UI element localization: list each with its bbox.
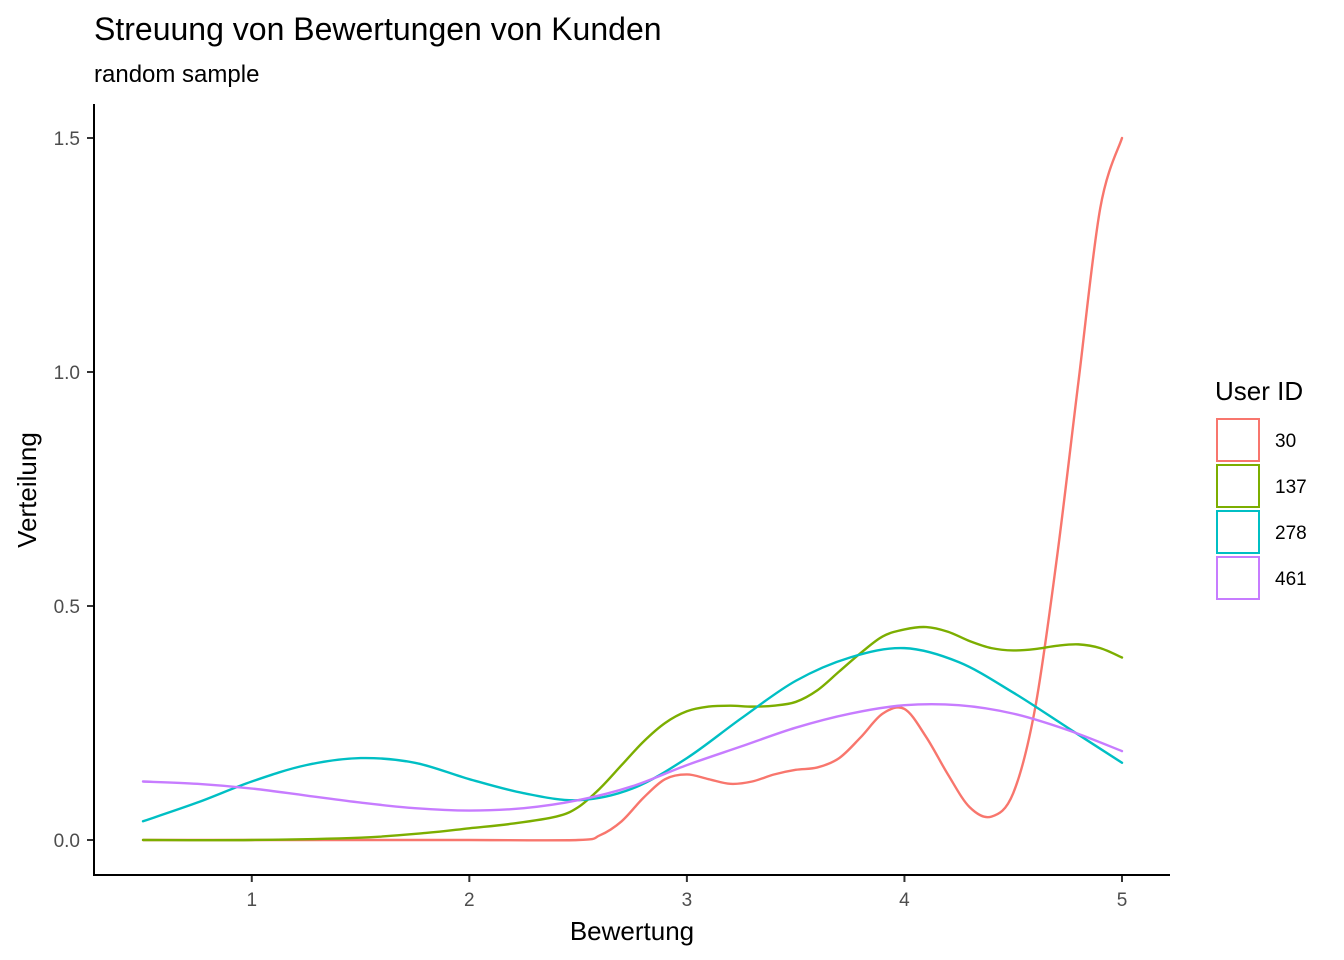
x-tick-label: 5 [1117, 890, 1128, 911]
y-tick-label: 1.0 [54, 363, 80, 384]
y-axis-title: Verteilung [12, 432, 42, 548]
legend-label-461: 461 [1275, 569, 1307, 590]
legend-title: User ID [1215, 376, 1303, 406]
x-tick-label: 1 [246, 890, 257, 911]
series-line-278 [141, 646, 1124, 823]
series-line-461 [141, 702, 1124, 812]
x-tick-label: 4 [899, 890, 910, 911]
legend-key-137 [1216, 464, 1260, 508]
y-tick-label: 1.5 [54, 129, 80, 150]
series-line-137 [141, 625, 1124, 842]
x-tick-label: 3 [682, 890, 693, 911]
y-ticks: 0.0 0.5 1.0 1.5 [54, 129, 93, 852]
legend: 30 137 278 461 [1216, 418, 1307, 600]
chart-subtitle: random sample [94, 61, 259, 88]
x-axis-title: Bewertung [570, 916, 694, 946]
legend-key-461 [1216, 556, 1260, 600]
x-tick-label: 2 [464, 890, 475, 911]
x-ticks: 1 2 3 4 5 [246, 876, 1127, 911]
chart-title: Streuung von Bewertungen von Kunden [94, 11, 662, 47]
y-tick-label: 0.5 [54, 597, 80, 618]
legend-label-30: 30 [1275, 431, 1296, 452]
legend-key-30 [1216, 418, 1260, 462]
series-line-30 [141, 136, 1124, 842]
plot-series [141, 136, 1124, 842]
y-tick-label: 0.0 [54, 831, 80, 852]
legend-key-278 [1216, 510, 1260, 554]
legend-label-278: 278 [1275, 523, 1307, 544]
legend-label-137: 137 [1275, 477, 1307, 498]
